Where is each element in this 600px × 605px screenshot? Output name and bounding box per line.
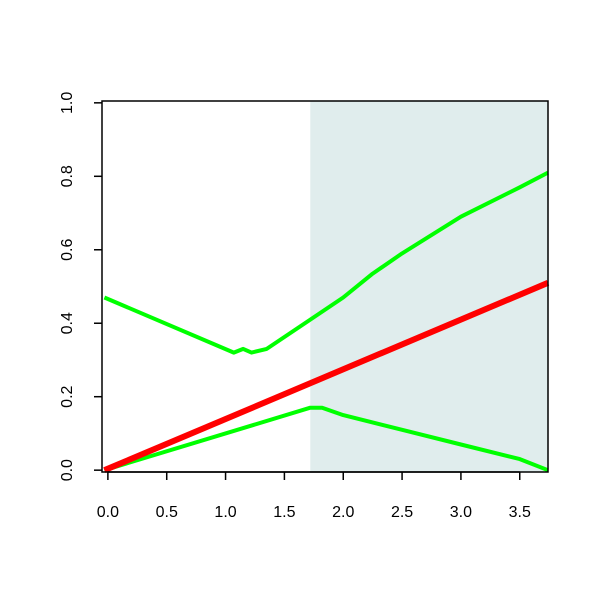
y-tick-label: 0.8	[59, 165, 76, 187]
y-tick-label: 0.6	[59, 239, 76, 261]
x-tick-label: 1.5	[273, 504, 295, 521]
x-tick-label: 2.5	[391, 504, 413, 521]
line	[103, 170, 549, 355]
x-tick-label: 2.0	[332, 504, 354, 521]
x-tick-label: 3.5	[509, 504, 531, 521]
line	[103, 280, 550, 473]
y-tick-label: 0.2	[59, 385, 76, 407]
shaded-region	[310, 101, 548, 472]
line	[103, 405, 549, 473]
y-tick-label: 1.0	[59, 92, 76, 114]
x-tick-label: 1.0	[214, 504, 236, 521]
y-tick-label: 0.4	[59, 312, 76, 334]
x-tick-label: 0.5	[156, 504, 178, 521]
x-tick-label: 3.0	[450, 504, 472, 521]
x-tick-label: 0.0	[97, 504, 119, 521]
y-tick-label: 0.0	[59, 459, 76, 481]
